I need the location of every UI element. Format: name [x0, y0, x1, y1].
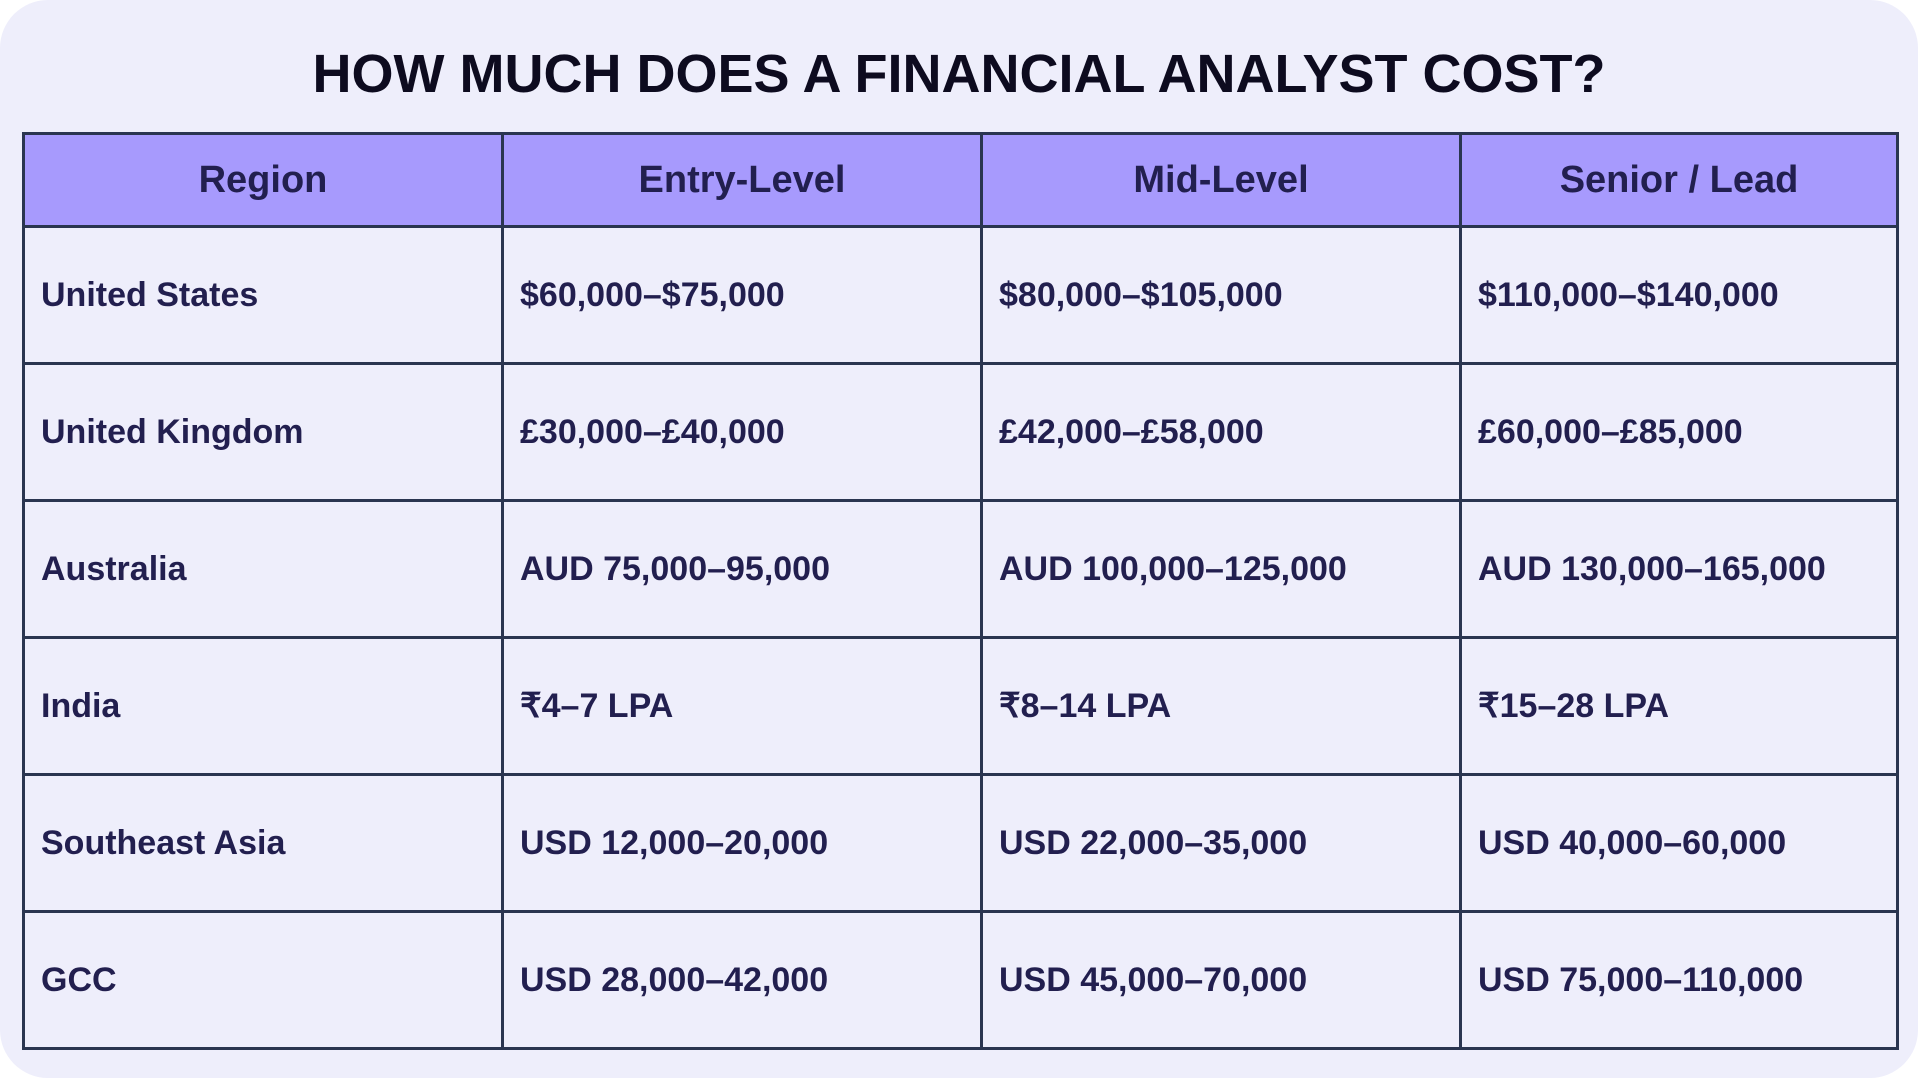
senior-lead-cell: USD 75,000–110,000: [1459, 910, 1899, 1050]
region-cell: United States: [22, 225, 504, 365]
column-header-mid-level: Mid-Level: [980, 132, 1462, 228]
table-row: United Kingdom £30,000–£40,000 £42,000–£…: [22, 362, 1899, 502]
entry-level-cell: ₹4–7 LPA: [501, 636, 983, 776]
mid-level-cell: AUD 100,000–125,000: [980, 499, 1462, 639]
mid-level-cell: $80,000–$105,000: [980, 225, 1462, 365]
table-row: GCC USD 28,000–42,000 USD 45,000–70,000 …: [22, 910, 1899, 1050]
region-cell: India: [22, 636, 504, 776]
senior-lead-cell: AUD 130,000–165,000: [1459, 499, 1899, 639]
mid-level-cell: £42,000–£58,000: [980, 362, 1462, 502]
mid-level-cell: USD 45,000–70,000: [980, 910, 1462, 1050]
region-cell: Southeast Asia: [22, 773, 504, 913]
table-header: Region Entry-Level Mid-Level Senior / Le…: [22, 132, 1899, 228]
senior-lead-cell: USD 40,000–60,000: [1459, 773, 1899, 913]
column-header-entry-level: Entry-Level: [501, 132, 983, 228]
salary-table: Region Entry-Level Mid-Level Senior / Le…: [22, 132, 1899, 1050]
senior-lead-cell: ₹15–28 LPA: [1459, 636, 1899, 776]
senior-lead-cell: £60,000–£85,000: [1459, 362, 1899, 502]
table-row: India ₹4–7 LPA ₹8–14 LPA ₹15–28 LPA: [22, 636, 1899, 776]
senior-lead-cell: $110,000–$140,000: [1459, 225, 1899, 365]
column-header-region: Region: [22, 132, 504, 228]
table-row: Australia AUD 75,000–95,000 AUD 100,000–…: [22, 499, 1899, 639]
entry-level-cell: £30,000–£40,000: [501, 362, 983, 502]
header-row: Region Entry-Level Mid-Level Senior / Le…: [22, 132, 1899, 228]
region-cell: Australia: [22, 499, 504, 639]
page-title: HOW MUCH DOES A FINANCIAL ANALYST COST?: [312, 44, 1606, 104]
region-cell: GCC: [22, 910, 504, 1050]
table-row: Southeast Asia USD 12,000–20,000 USD 22,…: [22, 773, 1899, 913]
entry-level-cell: USD 12,000–20,000: [501, 773, 983, 913]
region-cell: United Kingdom: [22, 362, 504, 502]
table-body: United States $60,000–$75,000 $80,000–$1…: [22, 225, 1899, 1050]
table-row: United States $60,000–$75,000 $80,000–$1…: [22, 225, 1899, 365]
mid-level-cell: USD 22,000–35,000: [980, 773, 1462, 913]
column-header-senior-lead: Senior / Lead: [1459, 132, 1899, 228]
entry-level-cell: AUD 75,000–95,000: [501, 499, 983, 639]
entry-level-cell: USD 28,000–42,000: [501, 910, 983, 1050]
mid-level-cell: ₹8–14 LPA: [980, 636, 1462, 776]
entry-level-cell: $60,000–$75,000: [501, 225, 983, 365]
